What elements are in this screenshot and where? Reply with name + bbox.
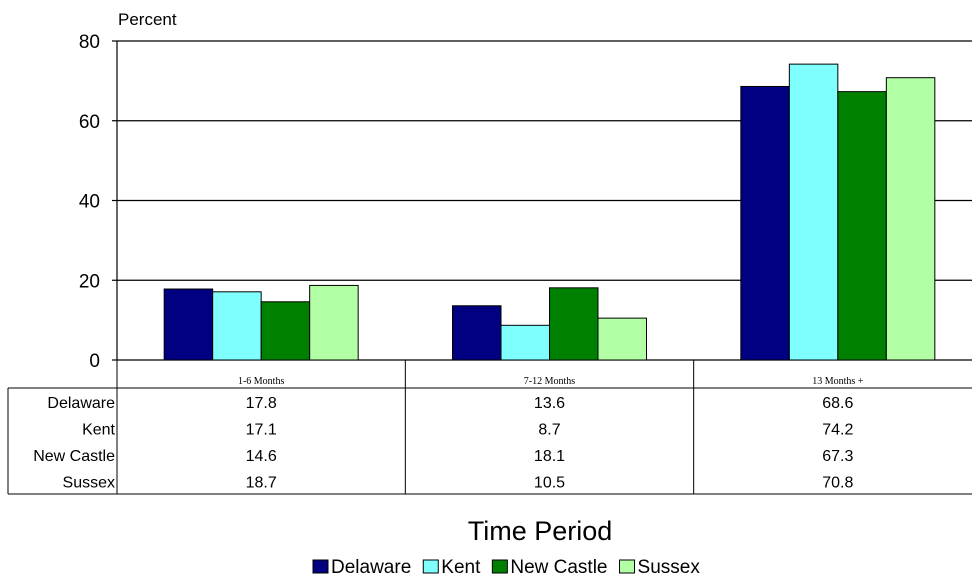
bar-delaware (452, 305, 502, 361)
legend: Delaware Kent New Castle Sussex (312, 557, 701, 578)
table-cell-value: 18.1 (534, 448, 565, 465)
table-row-label: New Castle (33, 448, 115, 465)
legend-swatch (619, 559, 636, 574)
table-row-label: Kent (82, 422, 115, 439)
y-axis-ticks: 0 20 40 60 80 (79, 32, 117, 372)
table-cell-value: 70.8 (822, 475, 853, 492)
bar-sussex (309, 284, 359, 361)
category-label: 7-12 Months (524, 376, 576, 387)
table-row-label: Delaware (47, 395, 115, 412)
table-cell-value: 74.2 (822, 422, 853, 439)
table-cell-value: 67.3 (822, 448, 853, 465)
table-cell-value: 17.8 (246, 395, 277, 412)
legend-label: New Castle (510, 557, 607, 578)
table-cell-value: 17.1 (246, 422, 277, 439)
table-cell-value: 68.6 (822, 395, 853, 412)
y-tick-label: 40 (79, 192, 100, 213)
category-label: 1-6 Months (238, 376, 285, 387)
table-cell-value: 8.7 (538, 422, 560, 439)
table-cell-value: 13.6 (534, 395, 565, 412)
table-cell-value: 18.7 (246, 475, 277, 492)
legend-label: Kent (441, 557, 481, 578)
bar-new-castle (260, 301, 311, 361)
category-label: 13 Months + (812, 376, 864, 387)
bar-kent (788, 63, 839, 361)
table-cell-value: 14.6 (246, 448, 277, 465)
data-table: 1-6 Months 7-12 Months 13 Months + Delaware… (7, 359, 972, 495)
y-tick-label: 60 (79, 112, 100, 133)
bar-new-castle (549, 287, 599, 361)
legend-label: Sussex (638, 557, 701, 578)
x-axis-title: Time Period (468, 516, 613, 546)
y-tick-label: 20 (79, 271, 100, 292)
y-tick-label: 80 (79, 32, 100, 53)
bar-sussex (885, 77, 936, 361)
bar-sussex (597, 317, 647, 361)
bars (163, 63, 936, 361)
y-tick-label: 0 (89, 351, 100, 372)
bar-new-castle (837, 91, 887, 361)
legend-swatch (312, 559, 329, 574)
bar-delaware (740, 85, 790, 361)
bar-delaware (163, 288, 214, 361)
table-cell-value: 10.5 (534, 475, 565, 492)
legend-swatch (422, 559, 439, 574)
table-row-label: Sussex (63, 475, 115, 492)
y-axis-title: Percent (118, 10, 177, 29)
legend-swatch (491, 559, 508, 574)
bar-kent (500, 324, 550, 361)
legend-label: Delaware (331, 557, 411, 578)
bar-kent (212, 291, 262, 361)
